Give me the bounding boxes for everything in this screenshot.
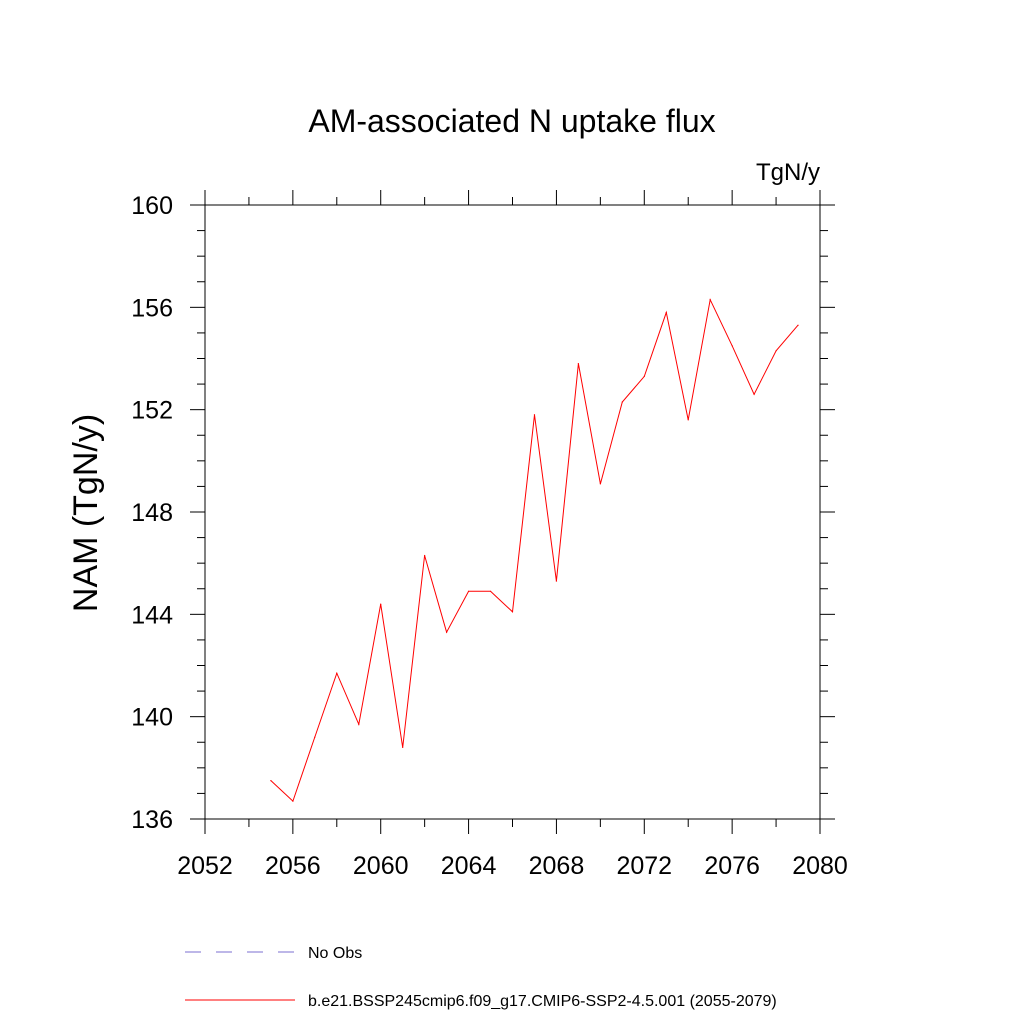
y-tick-labels: 136 140 144 148 152 156 160: [131, 192, 173, 834]
y-tick-label: 140: [131, 704, 173, 732]
data-point: [533, 414, 536, 416]
legend: No Obs b.e21.BSSP245cmip6.f09_g17.CMIP6-S…: [185, 945, 777, 1010]
data-point: [643, 375, 645, 378]
data-point: [424, 554, 426, 557]
axis-ticks: [190, 190, 835, 834]
x-tick-label: 2064: [441, 852, 497, 880]
x-tick-label: 2068: [529, 852, 585, 880]
x-tick-labels: 2052 2056 2060 2064 2068 2072 2076 2080: [177, 852, 848, 880]
y-axis-label: NAM (TgN/y): [67, 414, 105, 612]
y-tick-label: 156: [131, 294, 173, 322]
y-tick-label: 148: [131, 499, 173, 527]
data-point: [358, 723, 360, 725]
legend-label: No Obs: [308, 945, 362, 962]
data-point: [402, 746, 404, 748]
data-point: [555, 580, 558, 582]
y-tick-label: 144: [131, 601, 173, 629]
data-point: [731, 345, 733, 347]
y-tick-label: 152: [131, 397, 173, 425]
data-point: [270, 780, 272, 782]
data-point: [489, 590, 492, 592]
data-point: [753, 393, 755, 395]
series-group: [270, 298, 799, 802]
data-point: [467, 590, 470, 592]
x-tick-label: 2072: [616, 852, 672, 880]
x-tick-label: 2060: [353, 852, 409, 880]
data-point: [621, 401, 623, 403]
units-label: TgN/y: [756, 159, 820, 186]
y-tick-label: 160: [131, 192, 173, 220]
x-tick-label: 2076: [704, 852, 760, 880]
series-line: [270, 298, 799, 802]
data-point: [775, 350, 777, 352]
x-tick-label: 2052: [177, 852, 233, 880]
legend-label: b.e21.BSSP245cmip6.f09_g17.CMIP6-SSP2-4.…: [308, 993, 777, 1010]
x-tick-label: 2080: [792, 852, 848, 880]
chart-title: AM-associated N uptake flux: [308, 103, 715, 139]
data-point: [314, 736, 316, 738]
data-point: [599, 483, 601, 485]
data-point: [446, 631, 448, 633]
data-point: [380, 603, 382, 605]
data-point: [577, 363, 579, 365]
data-point: [797, 324, 799, 326]
y-tick-label: 136: [131, 806, 173, 834]
data-point: [511, 611, 514, 613]
data-point: [665, 311, 667, 314]
data-point: [336, 672, 338, 674]
plot-frame: [204, 204, 821, 820]
x-tick-label: 2056: [265, 852, 321, 880]
data-point: [709, 299, 711, 301]
data-point: [687, 419, 689, 421]
data-point: [292, 800, 294, 802]
